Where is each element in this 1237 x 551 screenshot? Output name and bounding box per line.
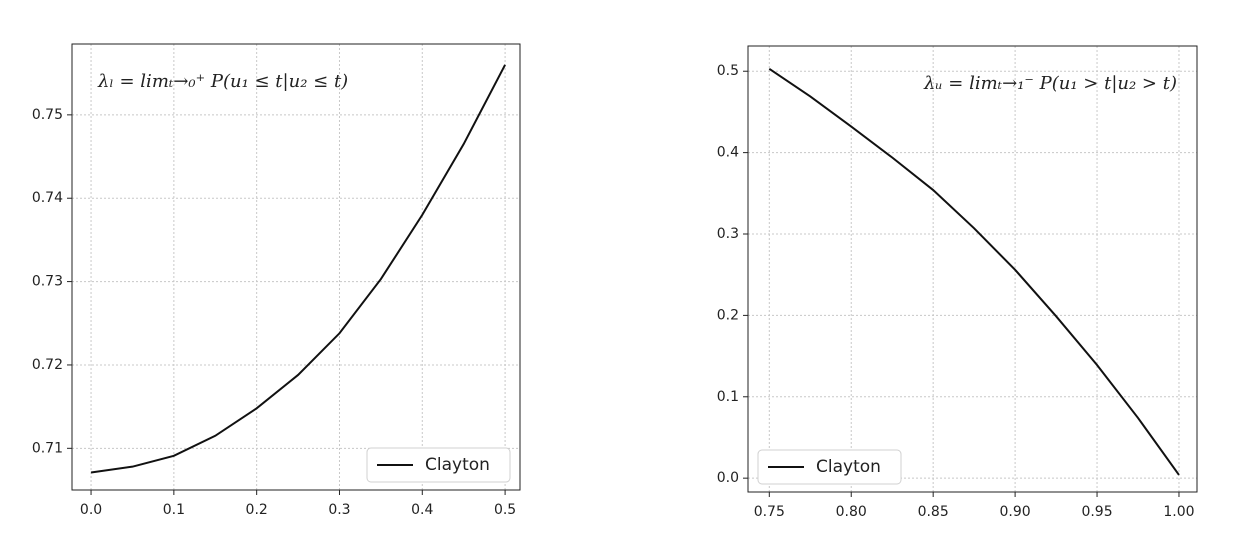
legend-label: Clayton	[425, 455, 490, 475]
x-tick-label: 0.4	[411, 502, 433, 518]
axes-frame	[71, 43, 521, 491]
chart-panel: 0.75 0.80 0.85 0.90 0.95 1.00 0.0 0.1 0.2 0.3 0.4 0…	[717, 45, 1198, 520]
x-tick-label: 0.0	[80, 502, 102, 518]
annotation: λₗ = limₜ→₀⁺ P(u₁ ≤ t|u₂ ≤ t)	[97, 71, 348, 92]
legend-label: Clayton	[816, 457, 881, 477]
x-tick-label: 0.90	[1000, 504, 1031, 520]
y-tick-label: 0.0	[717, 470, 739, 486]
axes-frame	[747, 45, 1198, 493]
x-tick-label: 0.3	[328, 502, 350, 518]
x-tick-label: 0.85	[918, 504, 949, 520]
y-tick-label: 0.5	[717, 63, 739, 79]
x-tick-label: 0.95	[1081, 504, 1112, 520]
x-tick-label: 1.00	[1163, 504, 1194, 520]
x-tick-label: 0.75	[754, 504, 785, 520]
y-tick-label: 0.2	[717, 307, 739, 323]
y-tick-label: 0.3	[717, 226, 739, 242]
x-tick-label: 0.80	[836, 504, 867, 520]
legend-box	[757, 449, 902, 485]
annotation: λᵤ = limₜ→₁⁻ P(u₁ > t|u₂ > t)	[923, 73, 1177, 94]
x-tick-label: 0.2	[246, 502, 268, 518]
y-tick-label: 0.73	[32, 274, 63, 290]
x-tick-label: 0.5	[494, 502, 516, 518]
legend-box	[366, 447, 511, 483]
y-tick-label: 0.75	[32, 107, 63, 123]
y-tick-label: 0.4	[717, 145, 739, 161]
chart-panel: 0.0 0.1 0.2 0.3 0.4 0.5 0.71 0.72 0.73 0.74 0.75 λₗ…	[32, 43, 521, 518]
data-line	[90, 64, 506, 474]
y-tick-label: 0.72	[32, 357, 63, 373]
data-line	[768, 67, 1180, 476]
y-tick-label: 0.1	[717, 389, 739, 405]
x-tick-label: 0.1	[163, 502, 185, 518]
y-tick-label: 0.74	[32, 190, 63, 206]
y-tick-label: 0.71	[32, 440, 63, 456]
